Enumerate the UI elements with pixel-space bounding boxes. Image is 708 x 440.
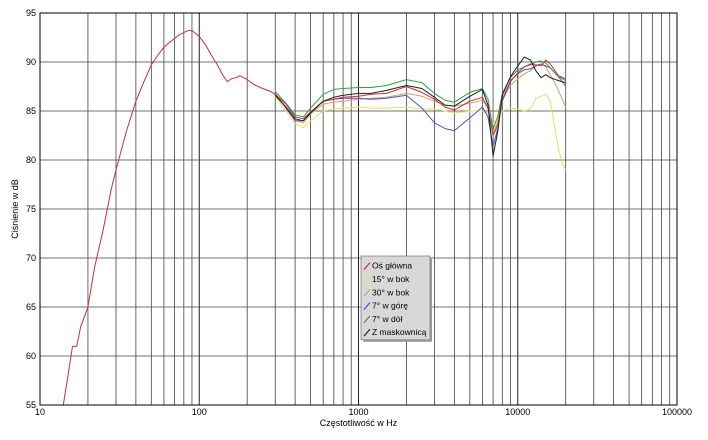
x-tick-label: 10 — [35, 407, 45, 417]
y-tick-label: 80 — [26, 155, 36, 165]
legend-label: 7° w górę — [372, 301, 408, 311]
x-tick-label: 100 — [192, 407, 207, 417]
legend-label: Oś główna — [372, 261, 412, 271]
legend-swatch — [363, 315, 371, 324]
x-tick-label: 10000 — [505, 407, 530, 417]
series-layer — [62, 30, 567, 406]
legend-swatch — [363, 288, 371, 297]
x-axis-ticks: 10 100 1000 10000 100000 — [35, 407, 692, 417]
series-line — [62, 30, 566, 406]
series-line — [274, 56, 566, 157]
legend-swatch — [363, 328, 371, 337]
series-line — [274, 93, 567, 171]
legend-label: 30° w bok — [372, 287, 410, 297]
legend: Oś główna 15° w bok 30° w bok 7° w górę 7° w… — [360, 255, 432, 342]
y-tick-label: 90 — [26, 57, 36, 67]
legend-swatch — [363, 302, 371, 310]
legend-box — [360, 255, 431, 341]
legend-label: Z maskownicą — [372, 327, 427, 337]
y-tick-label: 55 — [26, 400, 36, 410]
y-tick-label: 65 — [26, 302, 36, 312]
y-tick-label: 95 — [26, 8, 36, 18]
series-line — [274, 60, 567, 131]
plot-frame — [39, 12, 678, 406]
legend-label: 15° w bok — [372, 274, 410, 284]
x-tick-label: 1000 — [348, 407, 368, 417]
y-tick-label: 60 — [26, 351, 36, 361]
y-axis-label: Ciśnienie w dB — [10, 179, 20, 239]
y-tick-label: 85 — [26, 106, 36, 116]
legend-swatch — [363, 275, 371, 284]
x-axis-label: Częstotliwość w Hz — [320, 418, 398, 428]
y-tick-label: 70 — [26, 253, 36, 263]
y-axis-ticks: 55 60 65 70 75 80 85 90 95 — [26, 8, 36, 410]
x-tick-label: 100000 — [662, 407, 692, 417]
legend-label: 7° w dół — [372, 314, 402, 324]
y-tick-label: 75 — [26, 204, 36, 214]
legend-swatch — [363, 262, 371, 271]
